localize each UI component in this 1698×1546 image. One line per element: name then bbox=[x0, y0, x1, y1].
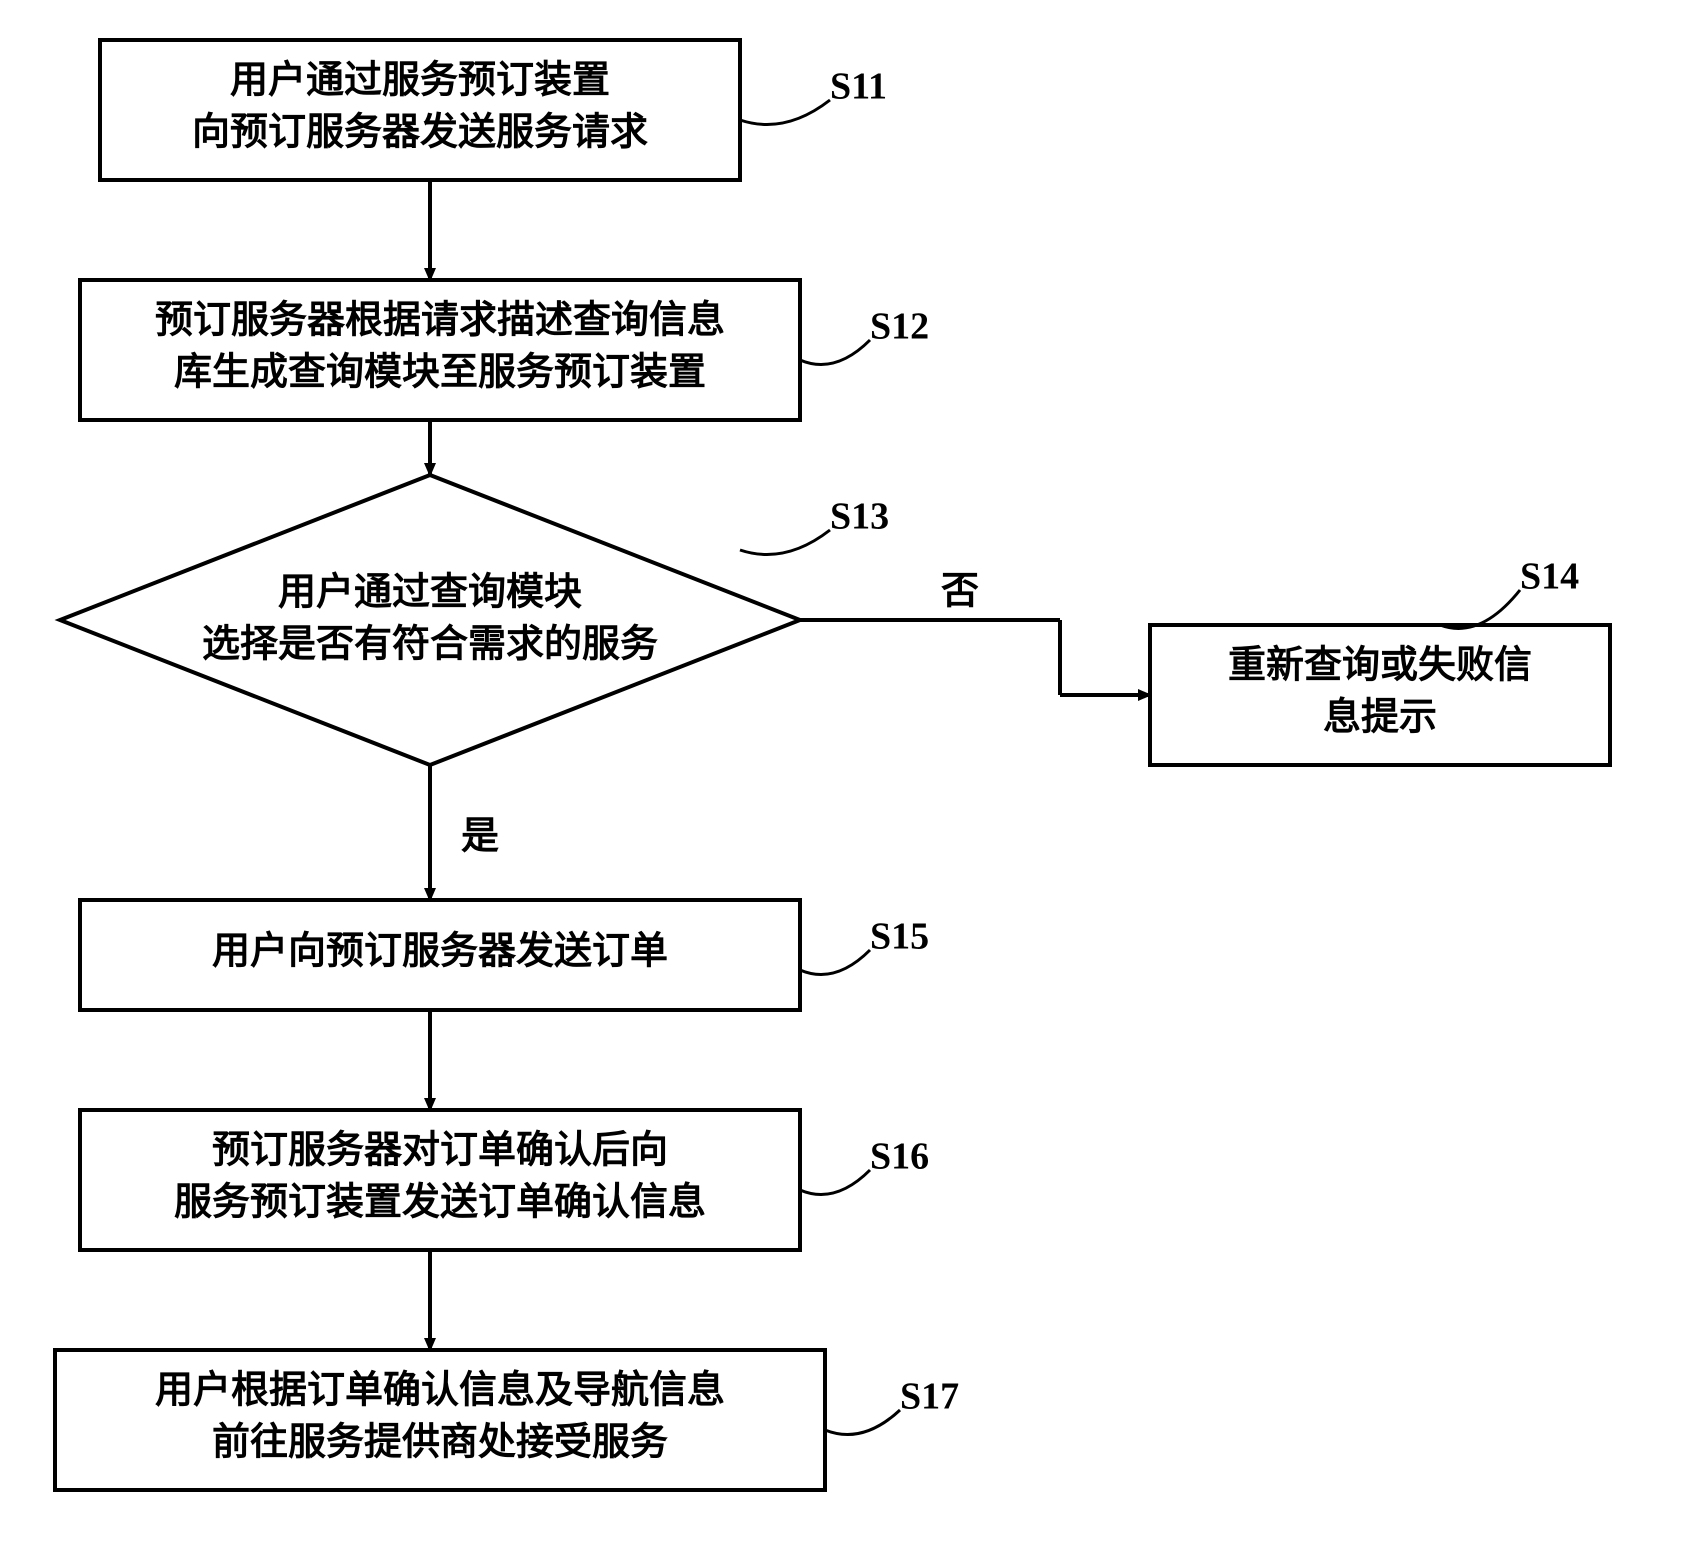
box-s11-line2: 向预订服务器发送服务请求 bbox=[192, 112, 648, 154]
connector-5 bbox=[800, 1170, 870, 1195]
diamond-line2: 选择是否有符合需求的服务 bbox=[202, 624, 658, 666]
step-label-s12: S12 bbox=[870, 306, 929, 348]
box-s11-line1: 用户通过服务预订装置 bbox=[230, 60, 610, 102]
decision-diamond bbox=[60, 475, 800, 765]
step-label-s14: S14 bbox=[1520, 556, 1579, 598]
step-label-s13: S13 bbox=[830, 496, 889, 538]
connector-1 bbox=[800, 340, 870, 365]
box-s14-line2: 息提示 bbox=[1323, 697, 1437, 739]
connector-4 bbox=[800, 950, 870, 975]
step-label-s16: S16 bbox=[870, 1136, 929, 1178]
connector-2 bbox=[740, 530, 830, 555]
box-s17-line2: 前往服务提供商处接受服务 bbox=[212, 1422, 668, 1464]
step-label-s11: S11 bbox=[830, 66, 887, 108]
box-s12-line2: 库生成查询模块至服务预订装置 bbox=[174, 352, 706, 394]
connector-6 bbox=[825, 1410, 900, 1435]
box-s17-line1: 用户根据订单确认信息及导航信息 bbox=[155, 1369, 725, 1412]
flowchart-diagram: 用户通过服务预订装置向预订服务器发送服务请求预订服务器根据请求描述查询信息库生成… bbox=[0, 0, 1698, 1546]
connector-0 bbox=[740, 100, 830, 125]
step-label-s17: S17 bbox=[900, 1376, 959, 1418]
diamond-line1: 用户通过查询模块 bbox=[278, 572, 582, 614]
box-s12-line1: 预订服务器根据请求描述查询信息 bbox=[155, 300, 725, 342]
box-s16-line2: 服务预订装置发送订单确认信息 bbox=[174, 1182, 706, 1224]
branch-yes: 是 bbox=[461, 816, 499, 858]
box-s14-line1: 重新查询或失败信 bbox=[1228, 645, 1532, 687]
box-s16-line1: 预订服务器对订单确认后向 bbox=[212, 1130, 668, 1172]
branch-no: 否 bbox=[941, 571, 979, 613]
connector-3 bbox=[1440, 590, 1520, 628]
box-s15-line1: 用户向预订服务器发送订单 bbox=[212, 931, 668, 973]
step-label-s15: S15 bbox=[870, 916, 929, 958]
